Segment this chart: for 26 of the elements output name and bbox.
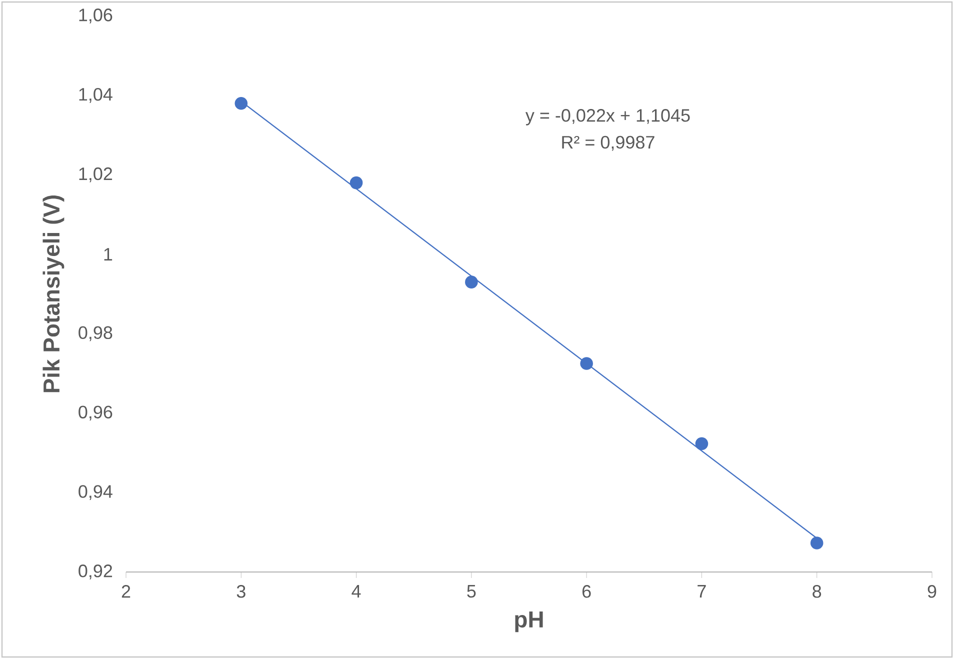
x-tick-label: 6	[582, 585, 591, 598]
x-axis-title: pH	[515, 612, 543, 632]
point	[465, 276, 478, 288]
y-axis-title: Pik Potansiyeli (V)	[42, 195, 64, 392]
y-tick-label: 0,96	[78, 406, 112, 421]
x-tick-label: 2	[122, 585, 130, 598]
annotation: y = -0,022x + 1,1045	[525, 109, 690, 126]
point	[234, 96, 248, 110]
point	[695, 437, 708, 450]
annotation: R² = 0,9987	[562, 136, 654, 151]
x-tick-label: 5	[467, 585, 476, 598]
point	[810, 536, 824, 550]
y-tick-label: 1,04	[79, 88, 112, 103]
x-tick-label: 9	[928, 585, 936, 598]
x-tick-label: 3	[236, 585, 246, 598]
y-tick-label: 0,98	[78, 326, 112, 342]
x-tick-label: 4	[352, 585, 361, 598]
y-tick-label: 1,02	[79, 167, 112, 182]
y-tick-label: 1,06	[79, 8, 112, 24]
y-tick-label: 0,92	[78, 564, 112, 580]
y-tick-label: 0,94	[78, 485, 112, 500]
point	[580, 357, 593, 370]
x-tick-label: 8	[812, 585, 822, 598]
x-tick-label: 7	[698, 585, 706, 598]
point	[350, 176, 363, 190]
y-tick-label: 1	[104, 248, 112, 260]
